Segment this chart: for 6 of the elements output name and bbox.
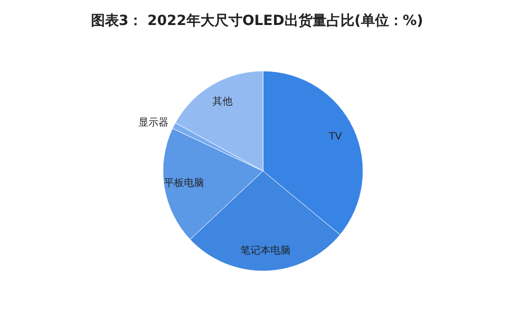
slice-label: 其他 <box>212 96 232 108</box>
slice-label: 显示器 <box>138 117 169 128</box>
slice-label: 笔记本电脑 <box>240 244 291 256</box>
slice-label: TV <box>328 131 342 142</box>
slice-label: 平板电脑 <box>164 177 204 190</box>
chart-title: 图表3： 2022年大尺寸OLED出货量占比(单位：%) <box>90 12 424 30</box>
